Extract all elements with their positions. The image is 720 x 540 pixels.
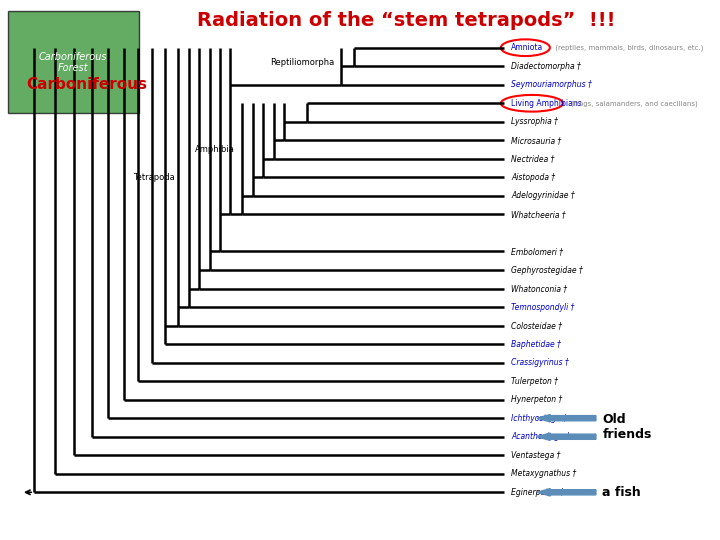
Text: Eginerpeton †: Eginerpeton †: [511, 488, 564, 497]
Text: Tulerpeton †: Tulerpeton †: [511, 376, 558, 386]
Text: Amniota: Amniota: [511, 43, 544, 52]
Text: Whatonconia †: Whatonconia †: [511, 284, 567, 293]
Text: Adelogyrinidae †: Adelogyrinidae †: [511, 191, 575, 200]
Text: Radiation of the “stem tetrapods”  !!!: Radiation of the “stem tetrapods” !!!: [197, 11, 616, 30]
Text: Whatcheeria †: Whatcheeria †: [511, 210, 566, 219]
Text: Colosteidae †: Colosteidae †: [511, 321, 562, 330]
Text: Lyssrophia †: Lyssrophia †: [511, 117, 558, 126]
Text: Crassigyrinus †: Crassigyrinus †: [511, 358, 569, 367]
Text: Nectridea †: Nectridea †: [511, 154, 554, 164]
Text: Metaxygnathus †: Metaxygnathus †: [511, 469, 577, 478]
Text: Hynerpeton †: Hynerpeton †: [511, 395, 562, 404]
Text: Living Amphibians: Living Amphibians: [511, 99, 582, 108]
Text: (frogs, salamanders, and caecilians): (frogs, salamanders, and caecilians): [571, 100, 698, 106]
Text: Temnospondyli †: Temnospondyli †: [511, 302, 575, 312]
FancyArrow shape: [537, 489, 596, 496]
Text: Ventastega †: Ventastega †: [511, 451, 560, 460]
Text: Gephyrostegidae †: Gephyrostegidae †: [511, 266, 583, 274]
Text: (reptiles, mammals, birds, dinosaurs, etc.): (reptiles, mammals, birds, dinosaurs, et…: [554, 44, 704, 51]
FancyArrow shape: [537, 415, 596, 422]
Text: Carboniferous
Forest: Carboniferous Forest: [39, 52, 107, 73]
FancyArrow shape: [537, 433, 596, 441]
Text: Baphetidae †: Baphetidae †: [511, 340, 561, 349]
Text: Seymouriamorphus †: Seymouriamorphus †: [511, 80, 592, 89]
Text: Old
friends: Old friends: [603, 414, 652, 442]
Text: Embolomeri †: Embolomeri †: [511, 247, 563, 256]
Text: Acanthostega †: Acanthostega †: [511, 432, 570, 441]
Text: Amphibia: Amphibia: [195, 145, 235, 154]
Text: Aistopoda †: Aistopoda †: [511, 173, 555, 182]
Text: Diadectomorpha †: Diadectomorpha †: [511, 62, 581, 71]
Text: Microsauria †: Microsauria †: [511, 136, 562, 145]
Text: Carboniferous: Carboniferous: [26, 77, 147, 92]
FancyBboxPatch shape: [8, 11, 138, 112]
Text: Tetrapoda: Tetrapoda: [132, 173, 174, 182]
Text: Reptiliomorpha: Reptiliomorpha: [270, 58, 335, 67]
Text: Ichthyostega †: Ichthyostega †: [511, 414, 567, 423]
Text: a fish: a fish: [603, 486, 642, 499]
